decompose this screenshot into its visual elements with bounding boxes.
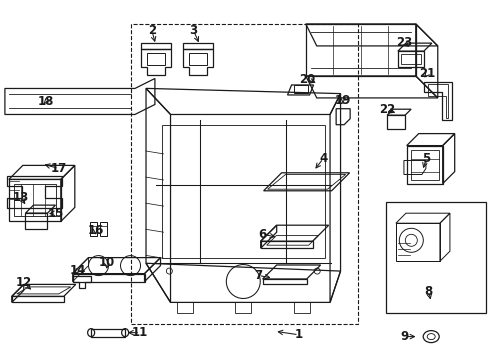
Text: 7: 7 — [254, 269, 262, 282]
Text: 18: 18 — [38, 95, 54, 108]
Text: 23: 23 — [395, 36, 412, 49]
Text: 19: 19 — [335, 94, 351, 107]
Text: 9: 9 — [401, 330, 409, 343]
Text: 2: 2 — [148, 24, 156, 37]
Text: 22: 22 — [379, 103, 395, 116]
Text: 12: 12 — [15, 276, 32, 289]
Text: 13: 13 — [12, 191, 29, 204]
Text: 11: 11 — [132, 326, 148, 339]
Text: 21: 21 — [419, 67, 436, 80]
Text: 15: 15 — [48, 207, 64, 220]
Text: 5: 5 — [422, 152, 430, 165]
Text: 6: 6 — [258, 228, 266, 240]
Text: 1: 1 — [295, 328, 303, 341]
Text: 16: 16 — [87, 224, 104, 237]
Text: 17: 17 — [50, 162, 67, 175]
Text: 8: 8 — [425, 285, 433, 298]
Text: 4: 4 — [319, 152, 327, 165]
Text: 14: 14 — [69, 264, 86, 277]
Text: 20: 20 — [299, 73, 316, 86]
Text: 3: 3 — [190, 24, 197, 37]
Text: 10: 10 — [98, 256, 115, 269]
